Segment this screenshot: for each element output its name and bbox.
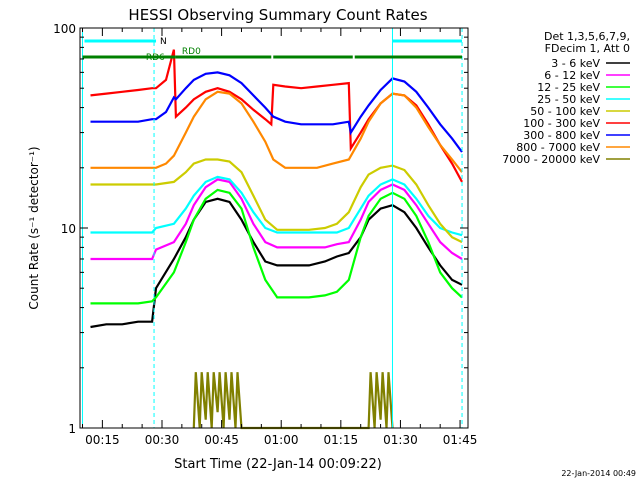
series-line-3 — [90, 188, 463, 305]
status-flags: N RD0 RD6 — [82, 28, 463, 428]
x-tick-label-1: 00:15 — [85, 433, 120, 447]
legend-label-7: 300 - 800 keV — [523, 129, 600, 142]
legend-label-2: 6 - 12 keV — [544, 69, 600, 82]
y-tick-label-2: 10 — [61, 222, 76, 236]
x-tick-label-5: 01:15 — [324, 433, 359, 447]
series-lines — [90, 49, 463, 430]
x-tick-label-2: 00:30 — [145, 433, 180, 447]
legend-label-6: 100 - 300 keV — [523, 117, 600, 130]
x-axis-label: Start Time (22-Jan-14 00:09:22) — [174, 457, 382, 472]
chart-title: HESSI Observing Summary Count Rates — [128, 6, 427, 24]
legend-label-4: 25 - 50 keV — [537, 93, 600, 106]
legend-label-1: 3 - 6 keV — [551, 57, 600, 70]
series-line-2 — [90, 178, 463, 261]
rd0-flag-label: RD0 — [182, 47, 201, 57]
series-line-7 — [90, 71, 463, 153]
x-tick-label-6: 01:30 — [383, 433, 418, 447]
series-line-4 — [90, 175, 463, 237]
y-tick-label-3: 100 — [53, 22, 76, 36]
x-tick-label-4: 01:00 — [264, 433, 299, 447]
x-tick-label-3: 00:45 — [204, 433, 239, 447]
x-tick-label-7: 01:45 — [443, 433, 478, 447]
legend-title-2: FDecim 1, Att 0 — [545, 42, 630, 55]
legend-title-1: Det 1,3,5,6,7,9, — [544, 30, 630, 43]
y-tick-label-1: 1 — [68, 422, 76, 436]
axis-ticks: 00:15 00:30 00:45 01:00 01:15 01:30 01:45 1 10 10… — [53, 22, 477, 447]
legend-label-5: 50 - 100 keV — [530, 105, 600, 118]
series-line-1 — [90, 197, 463, 329]
legend-label-9: 7000 - 20000 keV — [502, 153, 600, 166]
series-line-9 — [192, 372, 394, 430]
rd6-flag-label: RD6 — [146, 53, 165, 63]
legend-label-8: 800 - 7000 keV — [516, 141, 600, 154]
y-axis-label: Count Rate (s⁻¹ detector⁻¹) — [27, 146, 41, 309]
series-line-8 — [90, 90, 463, 173]
footer-date: 22-Jan-2014 00:49 — [561, 469, 636, 478]
night-flag-label: N — [160, 37, 167, 47]
series-line-5 — [90, 158, 463, 244]
legend-label-3: 12 - 25 keV — [537, 81, 600, 94]
